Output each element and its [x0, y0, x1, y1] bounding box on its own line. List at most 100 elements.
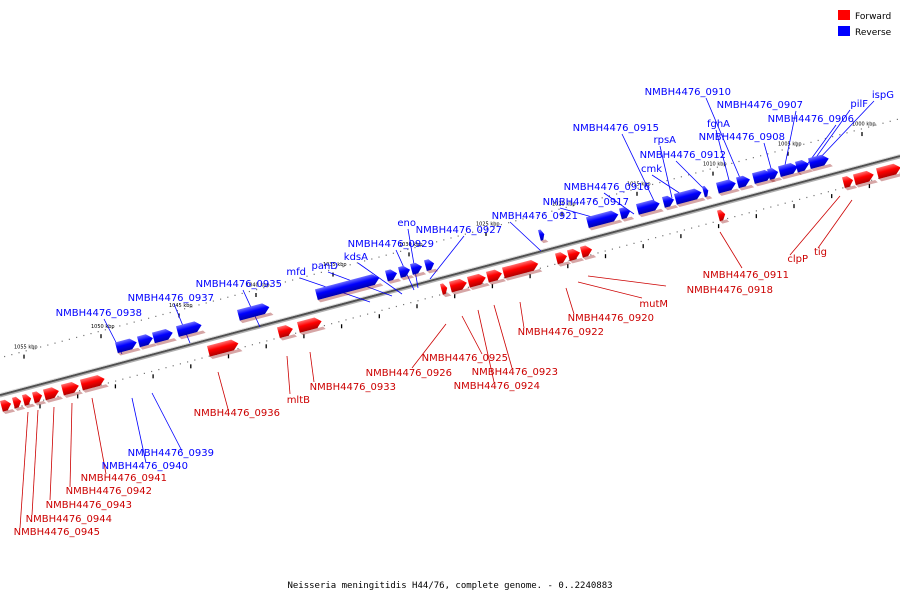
- reverse-gene-label[interactable]: NMBH4476_0910: [645, 87, 731, 98]
- forward-gene-label[interactable]: NMBH4476_0944: [26, 514, 112, 525]
- forward-gene-arrow[interactable]: [808, 153, 833, 172]
- reverse-gene-label[interactable]: NMBH4476_0935: [196, 279, 282, 290]
- leader-line: [675, 160, 706, 191]
- forward-gene-arrow[interactable]: [538, 228, 549, 244]
- forward-gene-arrow[interactable]: [61, 380, 83, 398]
- forward-gene-label[interactable]: NMBH4476_0926: [366, 368, 452, 379]
- forward-gene-arrow[interactable]: [842, 174, 858, 191]
- reverse-gene-label[interactable]: NMBH4476_0940: [102, 461, 188, 472]
- forward-gene-label[interactable]: NMBH4476_0945: [14, 527, 100, 538]
- forward-gene-label[interactable]: mltB: [287, 395, 310, 406]
- forward-gene-label[interactable]: NMBH4476_0941: [81, 473, 167, 484]
- forward-gene-label[interactable]: NMBH4476_0924: [454, 381, 540, 392]
- forward-gene-arrow[interactable]: [398, 264, 415, 281]
- forward-gene-arrow[interactable]: [297, 315, 326, 336]
- forward-gene-label[interactable]: clpP: [787, 254, 808, 265]
- forward-gene-arrow[interactable]: [619, 206, 635, 223]
- forward-gene-arrow[interactable]: [0, 398, 16, 415]
- forward-gene-arrow[interactable]: [115, 337, 141, 356]
- reverse-gene-label[interactable]: ispG: [872, 90, 894, 101]
- forward-gene-arrow[interactable]: [662, 194, 679, 211]
- forward-gene-arrow[interactable]: [410, 261, 427, 278]
- forward-gene-label[interactable]: NMBH4476_0942: [66, 486, 152, 497]
- forward-gene-arrow[interactable]: [449, 277, 471, 295]
- leader-line: [719, 231, 743, 269]
- reverse-gene-label[interactable]: NMBH4476_0937: [128, 293, 214, 304]
- forward-gene-arrow[interactable]: [32, 390, 47, 406]
- forward-gene-arrow[interactable]: [424, 258, 439, 274]
- forward-gene-arrow[interactable]: [12, 395, 26, 411]
- forward-gene-arrow[interactable]: [176, 319, 206, 340]
- reverse-gene-label[interactable]: NMBH4476_0907: [717, 100, 803, 111]
- forward-gene-arrow[interactable]: [567, 247, 585, 264]
- forward-gene-arrow[interactable]: [674, 187, 706, 208]
- forward-gene-arrow[interactable]: [22, 393, 36, 409]
- forward-gene-arrow[interactable]: [555, 250, 572, 267]
- reverse-gene-label[interactable]: NMBH4476_0938: [56, 308, 142, 319]
- forward-gene-arrow[interactable]: [277, 323, 298, 341]
- reverse-gene-label[interactable]: panD: [311, 261, 338, 272]
- reverse-gene-label[interactable]: NMBH4476_0917: [543, 197, 629, 208]
- legend-reverse-label: Reverse: [855, 28, 892, 38]
- reverse-gene-label[interactable]: NMBH4476_0921: [492, 211, 578, 222]
- forward-gene-arrow[interactable]: [207, 338, 243, 360]
- forward-gene-arrow[interactable]: [736, 174, 755, 191]
- forward-gene-arrow[interactable]: [440, 282, 452, 298]
- reverse-gene-label[interactable]: NMBH4476_0906: [768, 114, 854, 125]
- reverse-gene-label[interactable]: cmk: [641, 164, 662, 175]
- forward-gene-label[interactable]: NMBH4476_0918: [687, 285, 773, 296]
- forward-gene-arrow[interactable]: [778, 161, 802, 180]
- reverse-gene-label[interactable]: NMBH4476_0915: [573, 123, 659, 134]
- forward-gene-arrow[interactable]: [43, 385, 64, 403]
- forward-gene-arrow[interactable]: [586, 209, 623, 231]
- reverse-gene-label[interactable]: rpsA: [653, 135, 676, 146]
- reverse-gene-label[interactable]: NMBH4476_0927: [416, 225, 502, 236]
- leader-line: [817, 199, 853, 249]
- leader-line: [69, 402, 73, 488]
- reverse-gene-label[interactable]: NMBH4476_0939: [128, 448, 214, 459]
- forward-gene-arrow[interactable]: [702, 185, 713, 200]
- forward-gene-label[interactable]: NMBH4476_0936: [194, 408, 280, 419]
- forward-gene-arrow[interactable]: [315, 272, 384, 303]
- reverse-gene-label[interactable]: mfd: [286, 267, 306, 278]
- forward-gene-arrow[interactable]: [137, 332, 158, 350]
- forward-gene-arrow[interactable]: [152, 327, 177, 346]
- forward-gene-label[interactable]: NMBH4476_0943: [46, 500, 132, 511]
- leader-line: [91, 397, 107, 475]
- forward-gene-label[interactable]: NMBH4476_0911: [703, 270, 789, 281]
- reverse-gene-label[interactable]: fghA: [707, 119, 730, 130]
- reverse-gene-label[interactable]: NMBH4476_0916: [564, 182, 650, 193]
- forward-gene-arrow[interactable]: [767, 166, 783, 183]
- forward-gene-arrow[interactable]: [502, 258, 543, 281]
- forward-gene-arrow[interactable]: [486, 268, 507, 286]
- leader-line: [577, 281, 643, 299]
- forward-gene-arrow[interactable]: [636, 198, 664, 218]
- forward-gene-label[interactable]: NMBH4476_0923: [472, 367, 558, 378]
- forward-gene-arrow[interactable]: [467, 272, 490, 291]
- forward-gene-arrow[interactable]: [853, 169, 878, 188]
- forward-gene-arrow[interactable]: [580, 244, 597, 261]
- reverse-gene-label[interactable]: NMBH4476_0912: [640, 150, 726, 161]
- reverse-gene-label[interactable]: NMBH4476_0929: [348, 239, 434, 250]
- reverse-gene-label[interactable]: kdsA: [344, 252, 368, 263]
- reverse-gene-label[interactable]: pilF: [850, 99, 868, 110]
- forward-gene-arrow[interactable]: [717, 208, 730, 224]
- forward-gene-label[interactable]: NMBH4476_0933: [310, 382, 396, 393]
- forward-gene-label[interactable]: tig: [814, 247, 827, 258]
- leader-line: [131, 397, 147, 464]
- forward-gene-arrow[interactable]: [716, 177, 740, 196]
- reverse-gene-label[interactable]: NMBH4476_0908: [699, 132, 785, 143]
- forward-gene-arrow[interactable]: [385, 267, 402, 284]
- forward-gene-arrow[interactable]: [237, 301, 274, 324]
- forward-gene-label[interactable]: mutM: [639, 299, 668, 310]
- reverse-gene-label[interactable]: eno: [397, 218, 416, 229]
- leader-line: [49, 406, 55, 501]
- forward-gene-label[interactable]: NMBH4476_0925: [422, 353, 508, 364]
- forward-gene-arrow[interactable]: [795, 158, 814, 175]
- forward-gene-arrow[interactable]: [752, 168, 776, 187]
- forward-gene-label[interactable]: NMBH4476_0920: [568, 313, 654, 324]
- legend: Forward Reverse: [838, 10, 892, 38]
- forward-gene-label[interactable]: NMBH4476_0922: [518, 327, 604, 338]
- forward-gene-arrow[interactable]: [80, 373, 109, 393]
- forward-gene-arrow[interactable]: [876, 162, 900, 182]
